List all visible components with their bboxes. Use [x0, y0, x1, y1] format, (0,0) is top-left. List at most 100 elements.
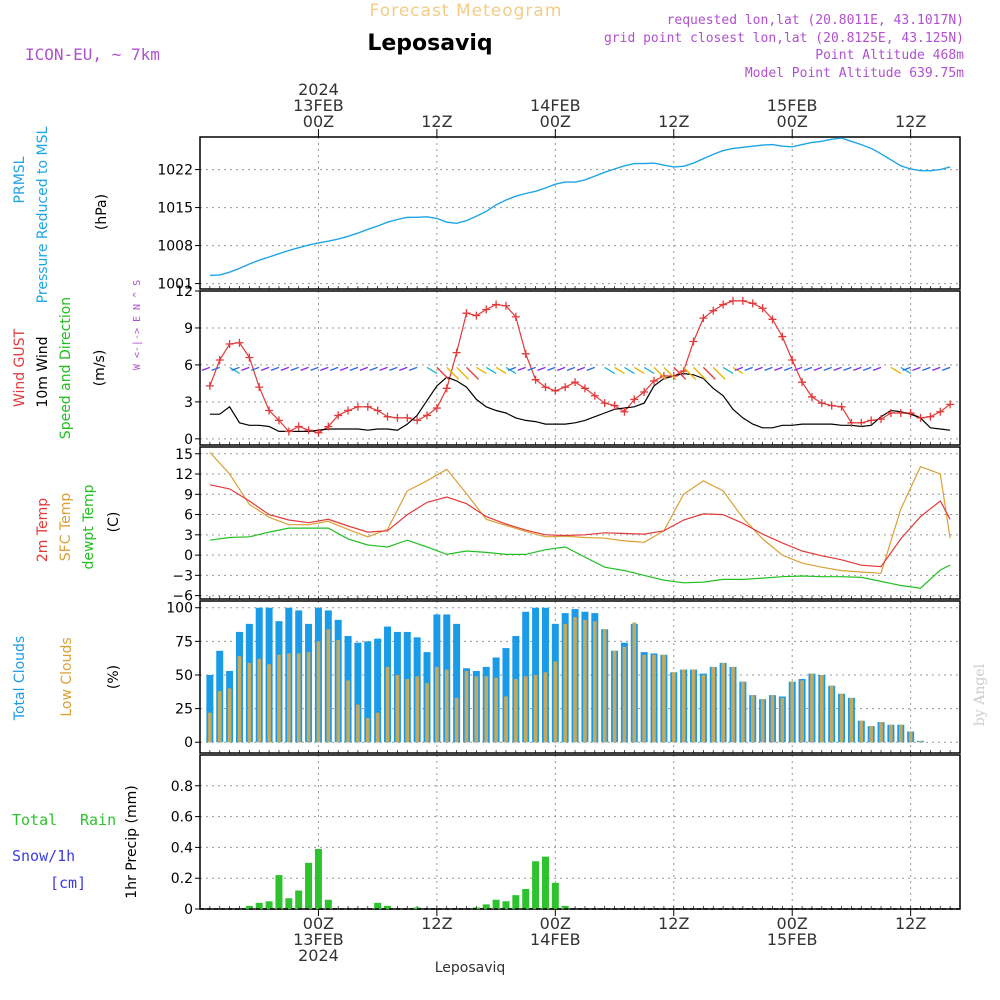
wind-arrow: [537, 366, 546, 371]
top-time-label: 13FEB: [293, 96, 344, 115]
wind-arrow: [576, 366, 586, 371]
gust-point: [768, 315, 777, 324]
bottom-time-label: 12Z: [421, 914, 452, 933]
pressure-y-tick-label: 1001: [157, 277, 193, 293]
total-clouds-label: Total Clouds: [12, 636, 28, 721]
plot-area: 1001100810151022036912−6−303691215025507…: [157, 80, 961, 965]
rain-bar: [265, 901, 273, 909]
wind-arrow: [693, 366, 706, 380]
gust-point: [334, 411, 343, 420]
gust-point: [946, 400, 955, 409]
total-cloud-bar: [453, 623, 461, 743]
gust-point: [857, 418, 866, 427]
low-cloud-bar: [454, 697, 459, 743]
wind-arrow: [764, 366, 773, 371]
low-cloud-bar: [701, 674, 706, 743]
low-cloud-bar: [217, 691, 222, 743]
low-cloud-bar: [563, 623, 567, 743]
wind-arrow: [270, 366, 280, 371]
low-cloud-bar: [898, 724, 903, 743]
low-cloud-bar: [691, 669, 696, 743]
wind-arrow: [912, 366, 921, 371]
gust-point: [590, 391, 599, 400]
gust-point: [807, 392, 816, 401]
clouds-y-tick-label: 50: [175, 668, 193, 684]
wind-arrow: [485, 366, 497, 374]
rain-bar: [551, 882, 559, 909]
gust-point: [324, 422, 333, 431]
total-cloud-bar: [354, 642, 362, 743]
low-cloud-bar: [553, 661, 558, 743]
rain-bar: [482, 904, 490, 909]
wind-arrow: [456, 366, 470, 380]
wind-arrow: [436, 366, 450, 380]
low-cloud-bar: [750, 695, 755, 743]
gust-point: [699, 314, 708, 323]
wind-gust-label: Wind GUST: [12, 328, 28, 407]
gust-point: [679, 367, 688, 376]
temp-sfc-label: SFC Temp: [58, 493, 74, 562]
gust-point: [314, 428, 323, 437]
gust-point: [778, 332, 787, 341]
rain-bar: [532, 861, 540, 909]
grid-point-coords: grid point closest lon,lat (20.8125E, 43…: [604, 31, 964, 46]
total-cloud-bar: [364, 641, 372, 743]
temperature-panel: −6 −3 0 3 6 9 12 15: [172, 446, 961, 605]
gust-point: [432, 404, 441, 413]
rain-bar: [275, 875, 283, 909]
low-cloud-bar: [612, 650, 617, 743]
wind-arrow: [369, 366, 378, 371]
low-cloud-bar: [484, 676, 489, 743]
low-cloud-bar: [257, 658, 262, 743]
point-altitude: Point Altitude 468m: [815, 48, 964, 63]
gust-point: [205, 381, 214, 390]
wind-arrow: [359, 366, 369, 371]
low-cloud-bar: [849, 697, 854, 743]
prmsl-line: [209, 137, 951, 277]
wind-arrow: [250, 366, 260, 371]
gust-point: [571, 378, 580, 387]
gust-point: [531, 375, 540, 384]
gust-point: [235, 338, 244, 347]
pressure-frame: [199, 136, 961, 290]
total-label: Total: [12, 811, 57, 829]
gust-point: [344, 406, 353, 415]
wind-arrow: [495, 366, 507, 374]
gust-point: [817, 399, 826, 408]
gust-point: [640, 388, 649, 397]
low-cloud-bar: [770, 695, 775, 743]
rain-bar: [285, 898, 293, 909]
wind-arrow: [507, 366, 517, 371]
gust-point: [877, 415, 886, 424]
low-cloud-bar: [336, 640, 340, 743]
temperature-y-tick-label: −3: [172, 568, 193, 584]
low-cloud-bar: [208, 712, 212, 743]
model-label: ICON-EU, ~ 7km: [25, 45, 160, 64]
prmsl-label: PRMSL: [12, 156, 28, 203]
gust-point: [265, 406, 274, 415]
wind-arrow: [408, 366, 418, 371]
wind-arrow: [734, 366, 744, 371]
gust-point: [501, 301, 510, 310]
wind-direction-arrows: [201, 366, 951, 380]
top-time-label: 12Z: [421, 112, 452, 131]
wind-arrow: [732, 366, 744, 374]
wind-arrow: [241, 366, 250, 371]
rain-label: Rain: [80, 811, 116, 829]
rain-bar: [295, 890, 303, 909]
low-cloud-bar: [642, 654, 646, 743]
wind-speed-direction-label: Speed and Direction: [58, 297, 74, 439]
wind-arrow: [663, 366, 677, 380]
precip-y-tick-label: 0.2: [171, 871, 193, 887]
gust-point: [462, 309, 471, 318]
top-time-label: 00Z: [303, 112, 334, 131]
wind-arrow: [941, 366, 951, 371]
low-cloud-bar: [504, 696, 508, 743]
low-cloud-bar: [375, 712, 380, 743]
temp-2m-label: 2m Temp: [35, 498, 51, 562]
wind-arrow: [624, 366, 635, 374]
wind-arrow: [310, 366, 319, 371]
wind-arrow: [712, 366, 726, 380]
wind-arrow: [320, 366, 329, 371]
precip-y-tick-label: 0.6: [171, 810, 193, 826]
